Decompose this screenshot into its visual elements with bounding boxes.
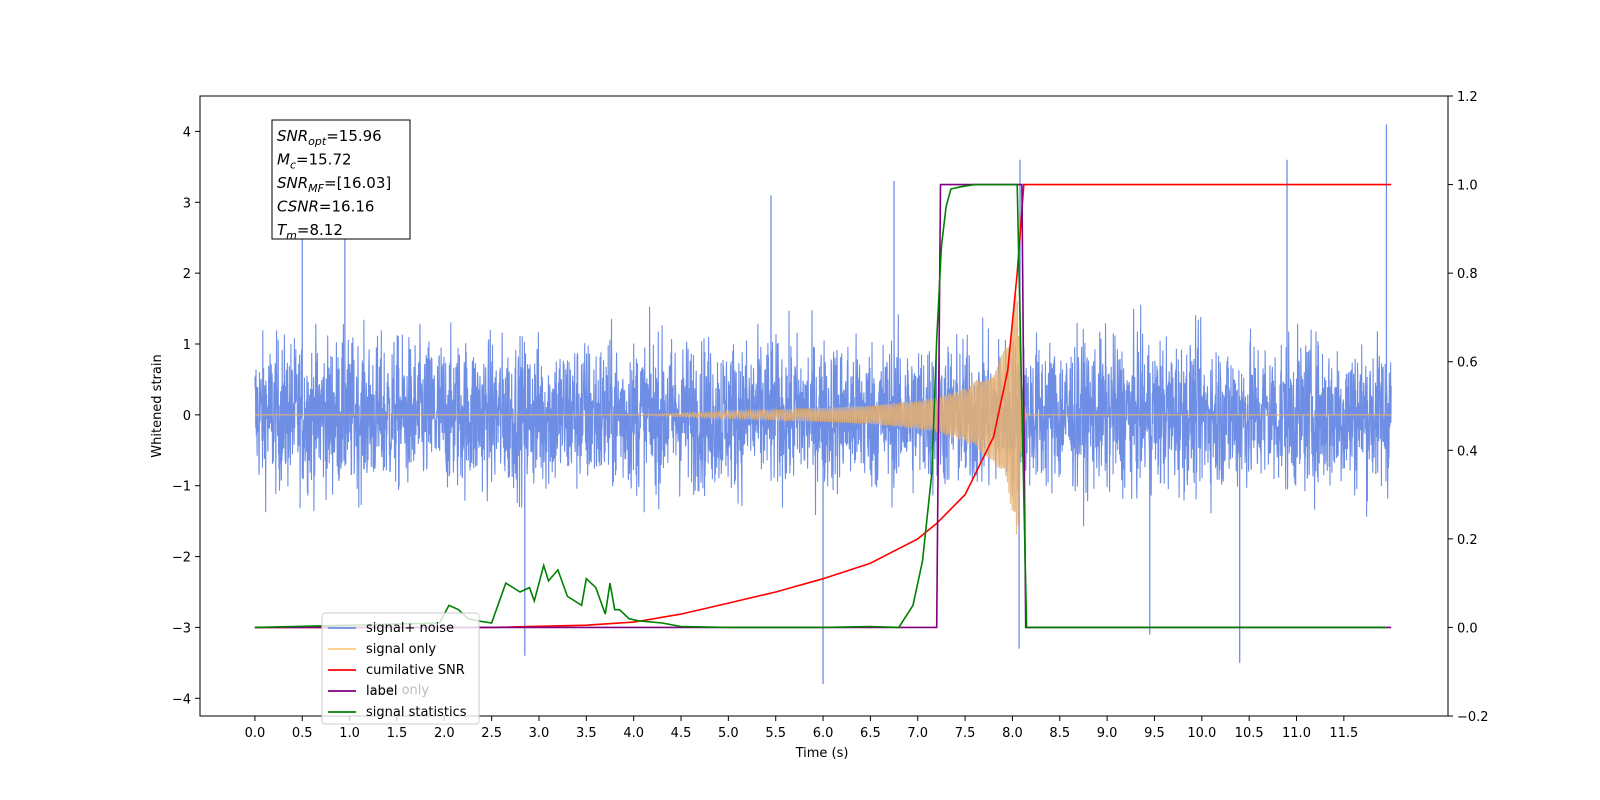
cumilative-snr-line: [254, 183, 1392, 629]
stats-subscript: c: [290, 159, 296, 172]
x-tick-label: 9.0: [1097, 726, 1118, 741]
x-tick-label: 7.5: [955, 726, 976, 741]
legend-label: label: [366, 684, 397, 699]
x-tick-label: 0.0: [245, 726, 266, 741]
left-y-tick-label: 3: [183, 196, 191, 211]
legend: label only signal+ noise signal only cumil…: [321, 612, 480, 725]
x-tick-label: 8.5: [1049, 726, 1070, 741]
left-y-tick-label: 4: [183, 125, 191, 140]
stats-subscript: m: [286, 229, 297, 242]
x-tick-label: 7.0: [907, 726, 928, 741]
plot-frame: [199, 95, 1449, 717]
x-tick-label: 10.0: [1187, 726, 1216, 741]
x-tick-label: 1.0: [339, 726, 360, 741]
x-tick-label: 11.0: [1282, 726, 1311, 741]
x-tick-label: 4.5: [671, 726, 692, 741]
right-y-tick-label: −0.2: [1457, 710, 1489, 725]
x-tick-label: 8.0: [1002, 726, 1023, 741]
right-y-tick-label: 0.6: [1457, 356, 1478, 371]
legend-label: signal only: [366, 642, 436, 657]
right-y-tick-label: 0.0: [1457, 621, 1478, 636]
x-tick-label: 6.0: [813, 726, 834, 741]
stats-line: Mc=15.72: [277, 151, 352, 172]
stats-value: =8.12: [297, 221, 343, 239]
signal-statistics-line: [254, 183, 1387, 629]
stats-symbol: CSNR: [277, 198, 319, 216]
stats-subscript: MF: [308, 182, 324, 195]
stats-symbol: T: [277, 221, 288, 239]
left-y-tick-label: 1: [183, 338, 191, 353]
stats-line: CSNR=16.16: [277, 198, 374, 216]
stats-box-frame: [271, 119, 411, 240]
stats-value: =[16.03]: [324, 174, 391, 192]
signal-only-series: [254, 293, 1392, 535]
signal-only-line: [254, 293, 1392, 535]
x-tick-label: 3.5: [576, 726, 597, 741]
legend-hidden-text: label only: [366, 683, 429, 698]
right-y-tick-label: 1.0: [1457, 179, 1478, 194]
stats-line: SNRMF=[16.03]: [277, 174, 391, 195]
y-axis-label: Whitened strain: [150, 354, 165, 457]
stats-box: SNRopt=15.96Mc=15.72SNRMF=[16.03]CSNR=16…: [271, 119, 411, 242]
left-y-tick-label: −1: [172, 480, 191, 495]
right-y-tick-label: 0.8: [1457, 267, 1478, 282]
x-axis-label: Time (s): [795, 746, 849, 761]
right-y-tick-label: 0.4: [1457, 444, 1478, 459]
stats-value: =16.16: [319, 198, 375, 216]
left-y-tick-label: 0: [183, 409, 191, 424]
left-y-tick-label: −3: [172, 621, 191, 636]
x-tick-label: 0.5: [292, 726, 313, 741]
left-y-tick-label: −2: [172, 551, 191, 566]
right-y-tick-label: 0.2: [1457, 533, 1478, 548]
x-tick-label: 3.0: [529, 726, 550, 741]
stats-subscript: opt: [308, 135, 327, 148]
stats-lines: SNRopt=15.96Mc=15.72SNRMF=[16.03]CSNR=16…: [277, 127, 391, 242]
signal-noise-series: [254, 124, 1392, 685]
stats-value: =15.72: [296, 151, 352, 169]
legend-frame: [321, 612, 480, 725]
left-y-tick-label: 2: [183, 267, 191, 282]
stats-symbol: SNR: [277, 127, 308, 145]
right-y-tick-label: 1.2: [1457, 90, 1478, 105]
x-tick-label: 11.5: [1329, 726, 1358, 741]
x-tick-label: 10.5: [1235, 726, 1264, 741]
left-y-tick-label: −4: [172, 692, 191, 707]
overlay-series: [254, 183, 1392, 629]
legend-label: signal+ noise: [366, 621, 454, 636]
x-tick-label: 1.5: [387, 726, 408, 741]
right-y-axis-ticks: 1.2 1.0 0.8 0.6 0.4 0.2 0.0 −0.2: [1448, 90, 1489, 725]
x-tick-label: 6.5: [860, 726, 881, 741]
x-tick-label: 4.0: [623, 726, 644, 741]
legend-items: signal+ noise signal only cumilative SNR la…: [328, 621, 467, 720]
left-y-axis-ticks: 4 3 2 1 0 −1 −2 −3 −4: [172, 125, 200, 707]
legend-label: signal statistics: [366, 705, 467, 720]
stats-line: Tm=8.12: [277, 221, 343, 242]
x-tick-label: 9.5: [1144, 726, 1165, 741]
stats-symbol: M: [277, 151, 290, 169]
stats-line: SNRopt=15.96: [277, 127, 382, 148]
stats-symbol: SNR: [277, 174, 308, 192]
x-tick-label: 2.0: [434, 726, 455, 741]
signal-noise-line: [254, 304, 1392, 527]
x-tick-label: 5.0: [718, 726, 739, 741]
x-tick-label: 2.5: [481, 726, 502, 741]
stats-value: =15.96: [326, 127, 382, 145]
x-tick-label: 5.5: [765, 726, 786, 741]
x-axis-ticks: 0.0 0.5 1.0 1.5 2.0 2.5 3.0 3.5 4.0 4.5 5.0 5.5 6.0 6…: [245, 716, 1358, 741]
legend-label: cumilative SNR: [366, 663, 465, 678]
